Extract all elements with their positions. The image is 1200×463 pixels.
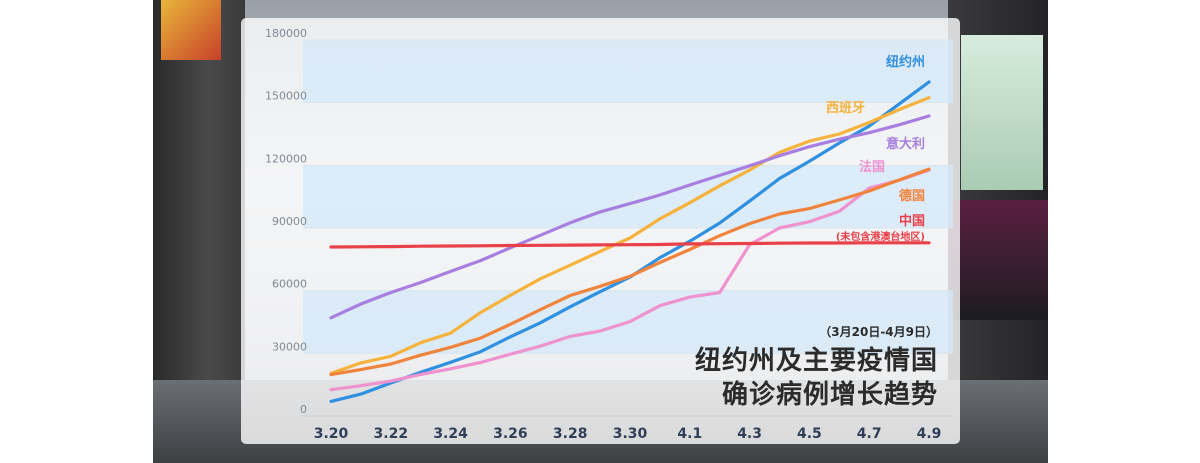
x-tick-label: 3.26 (493, 426, 528, 442)
x-tick-label: 4.3 (737, 426, 762, 442)
series-label-5: 中国 (899, 213, 925, 229)
x-tick-label: 3.22 (374, 426, 409, 442)
y-tick-label: 30000 (272, 340, 307, 353)
chart-title-block: （3月20日-4月9日） 纽约州及主要疫情国 确诊病例增长趋势 (695, 323, 938, 412)
series-line-1 (329, 96, 931, 375)
x-tick-label: 3.30 (613, 426, 648, 442)
y-tick-label: 150000 (265, 90, 307, 103)
x-tick-label: 4.5 (797, 426, 822, 442)
y-tick-label: 0 (300, 403, 307, 416)
series-label-3: 法国 (859, 159, 885, 175)
line-chart: 0 30000 60000 90000 120000 150000 180000 3.20 3.… (265, 27, 953, 442)
x-tick-label: 4.1 (677, 426, 702, 442)
date-range: （3月20日-4月9日） (819, 325, 938, 339)
x-tick-label: 3.28 (553, 426, 588, 442)
billboard-right-lower (948, 200, 1048, 320)
series-label-4: 德国 (899, 188, 925, 204)
billboard-left (161, 0, 221, 60)
x-tick-label: 3.24 (433, 426, 468, 442)
series-line-4 (329, 167, 931, 377)
x-tick-label: 4.7 (857, 426, 882, 442)
x-tick-label: 4.9 (917, 426, 942, 442)
series-line-2 (329, 114, 931, 320)
series-sublabel-5: (未包含港澳台地区) (836, 230, 925, 243)
y-tick-label: 60000 (272, 278, 307, 291)
y-tick-label: 180000 (265, 27, 307, 40)
series-line-5 (329, 241, 931, 249)
series-label-2: 意大利 (886, 136, 925, 152)
grid-band (303, 165, 953, 228)
series-line-3 (329, 168, 931, 392)
x-tick-label: 3.20 (314, 426, 349, 442)
chart-title-line-2: 确诊病例增长趋势 (721, 380, 938, 410)
series-label-0: 纽约州 (886, 54, 925, 70)
chart-title-line-1: 纽约州及主要疫情国 (694, 346, 938, 376)
billboard-right (961, 35, 1043, 190)
chart-panel: 0 30000 60000 90000 120000 150000 180000 3.20 3.… (241, 18, 960, 444)
y-tick-label: 120000 (265, 152, 307, 165)
y-tick-label: 90000 (272, 215, 307, 228)
grid-band (303, 40, 953, 103)
series-label-1: 西班牙 (826, 100, 865, 116)
